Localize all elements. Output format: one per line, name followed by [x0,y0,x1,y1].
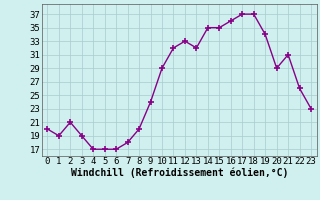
X-axis label: Windchill (Refroidissement éolien,°C): Windchill (Refroidissement éolien,°C) [70,168,288,178]
